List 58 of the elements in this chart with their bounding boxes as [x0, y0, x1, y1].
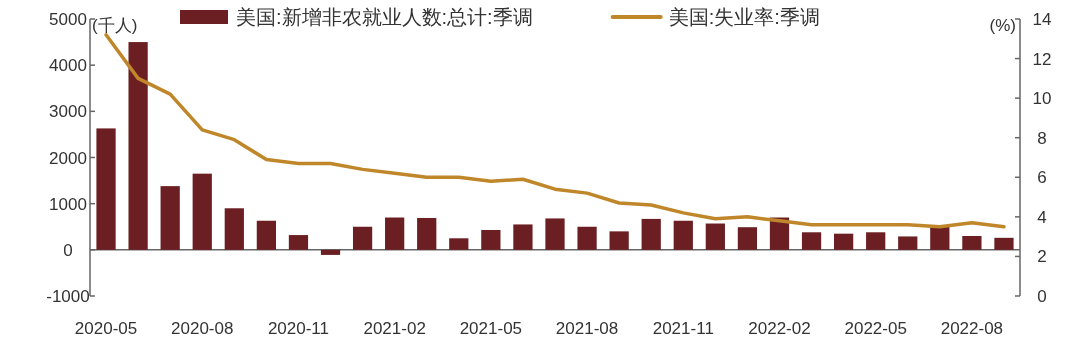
y-tick-label: 0 — [63, 240, 73, 260]
x-tick-label: 2021-05 — [459, 319, 523, 338]
y2-tick-label: 2 — [1037, 247, 1047, 267]
y2-tick-label: 10 — [1032, 89, 1052, 109]
bar — [256, 220, 276, 250]
bar — [128, 42, 148, 250]
y-tick-label: 4000 — [49, 56, 87, 76]
bar — [449, 238, 469, 250]
bar — [641, 218, 661, 250]
x-tick-label: 2022-08 — [940, 319, 1004, 338]
bar — [545, 218, 565, 250]
bar — [801, 232, 822, 250]
bar — [609, 231, 629, 250]
x-tick-label: 2022-05 — [844, 319, 907, 338]
y2-tick-label: 4 — [1037, 207, 1047, 227]
bar — [737, 227, 758, 250]
y2-tick-label: 8 — [1037, 128, 1047, 148]
x-tick-label: 2020-05 — [74, 319, 138, 338]
y2-tick-label: 6 — [1037, 168, 1047, 188]
bar — [705, 223, 725, 250]
bar — [481, 229, 501, 250]
bar — [866, 232, 886, 250]
y-tick-label: 3000 — [49, 102, 87, 122]
bar — [224, 208, 244, 250]
line-series — [104, 33, 1006, 229]
bar — [898, 236, 918, 250]
bar — [834, 233, 854, 250]
bar — [930, 225, 950, 250]
bar — [673, 220, 693, 250]
bar — [160, 186, 180, 250]
x-tick-label: 2021-11 — [652, 319, 714, 338]
bar — [417, 217, 437, 250]
bar — [962, 235, 982, 250]
bar — [385, 217, 405, 250]
bar — [513, 224, 533, 250]
y-tick-label: 2000 — [49, 148, 87, 168]
bar — [96, 128, 116, 250]
x-tick-label: 2020-11 — [267, 319, 330, 338]
y-tick-label: -1000 — [46, 287, 90, 306]
y2-tick-label: 14 — [1032, 10, 1052, 29]
y-tick-label: 5000 — [49, 10, 87, 29]
legend-label: 美国:新增非农就业人数:总计:季调 — [236, 6, 533, 28]
y2-tick-label: 12 — [1032, 49, 1052, 69]
bar — [994, 237, 1014, 250]
legend-label: 美国:失业率:季调 — [668, 6, 820, 28]
bar — [288, 235, 309, 250]
x-tick-label: 2021-08 — [555, 319, 619, 338]
y-tick-label: 1000 — [49, 194, 87, 214]
bar — [320, 249, 341, 255]
bar — [192, 173, 212, 250]
x-tick-label: 2020-08 — [171, 319, 234, 338]
y2-tick-label: 0 — [1037, 287, 1047, 306]
x-tick-label: 2021-02 — [363, 319, 426, 338]
x-tick-label: 2022-02 — [748, 319, 811, 338]
y-axis-title: (千人) — [92, 16, 138, 35]
y2-axis-title: (%) — [989, 16, 1016, 35]
bar — [352, 226, 373, 250]
bar — [577, 226, 597, 250]
